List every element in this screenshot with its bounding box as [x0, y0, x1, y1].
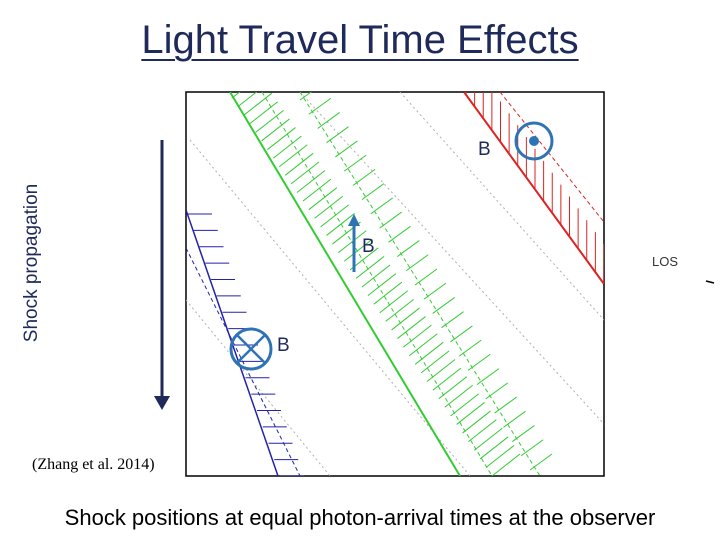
green-hatch-tick — [361, 264, 391, 288]
green-hatch-tick — [468, 419, 497, 443]
green-hatch-tick — [444, 384, 474, 408]
green-hatch-tick — [391, 307, 420, 331]
field-label-middle: B — [362, 236, 375, 257]
green-hatch-tick — [326, 213, 355, 236]
green-hatch-tick — [320, 204, 349, 228]
green-hatch-tick — [314, 195, 344, 219]
green-hatch-tick — [473, 427, 503, 451]
citation: (Zhang et al. 2014) — [32, 456, 155, 473]
green-hatch-tick — [338, 230, 367, 254]
green-hatch-tick — [367, 273, 397, 296]
green-hatch-tick — [426, 359, 456, 382]
green-hatch-tick — [261, 118, 290, 142]
green-hatch-tick — [450, 325, 473, 343]
green-hatch-tick — [231, 92, 241, 99]
green-hatch-tick — [494, 396, 517, 414]
shock-propagation-label: Shock propagation — [21, 183, 42, 343]
green-hatch — [231, 92, 553, 476]
green-hatch-tick — [414, 341, 444, 365]
caption: Shock positions at equal photon-arrival … — [64, 505, 656, 530]
los-label: LOS — [652, 254, 679, 269]
green-hatch-tick — [296, 170, 326, 193]
green-hatch-tick — [237, 92, 258, 107]
grey-guide-lines — [186, 92, 604, 476]
green-hatch-tick — [317, 112, 340, 129]
shock-propagation-arrow — [154, 140, 170, 410]
green-hatch-tick — [343, 154, 367, 172]
green-dashed-line-1 — [261, 92, 493, 476]
red-shock-front — [463, 92, 604, 285]
green-hatch-tick — [299, 92, 312, 101]
green-hatch-tick — [385, 298, 414, 322]
green-hatch-tick — [326, 126, 349, 144]
field-label-top: B — [478, 139, 491, 160]
green-shock-region — [229, 92, 553, 476]
red-hatch — [465, 92, 604, 284]
green-hatch-tick — [243, 92, 273, 116]
green-hatch-tick — [397, 316, 426, 339]
green-hatch-tick — [423, 282, 447, 300]
green-hatch-tick — [361, 183, 385, 201]
green-hatch-tick — [491, 453, 521, 476]
field-label-bottom: B — [277, 335, 290, 356]
green-hatch-tick — [403, 324, 432, 348]
plot-frame — [185, 91, 605, 477]
green-hatch-tick — [503, 410, 526, 428]
green-hatch-tick — [379, 290, 409, 314]
green-hatch-tick — [450, 393, 479, 417]
green-hatch-tick — [520, 439, 544, 457]
green-hatch-tick — [456, 402, 485, 425]
green-hatch-tick — [273, 135, 302, 159]
green-hatch-tick — [284, 152, 314, 176]
field-out-of-page-icon — [514, 121, 554, 161]
green-dashed-line-2 — [299, 92, 541, 476]
green-shock-front — [229, 92, 461, 476]
green-hatch-tick — [255, 109, 284, 133]
green-hatch-tick — [476, 368, 500, 386]
green-hatch-tick — [352, 168, 376, 186]
green-hatch-tick — [278, 144, 308, 168]
green-hatch-tick — [373, 281, 403, 305]
green-hatch-tick — [420, 350, 450, 374]
green-hatch-tick — [343, 238, 373, 262]
green-hatch-tick — [458, 339, 482, 357]
green-hatch-tick — [355, 256, 385, 279]
green-hatch-tick — [512, 425, 535, 442]
green-hatch-tick — [302, 178, 332, 202]
green-hatch-tick — [432, 367, 462, 391]
green-hatch-tick — [397, 240, 420, 257]
green-hatch-tick — [414, 268, 438, 286]
blue-dashed-line — [186, 247, 301, 476]
los-tick — [705, 280, 715, 284]
green-hatch-tick — [267, 127, 296, 150]
green-hatch-tick — [485, 382, 509, 400]
green-hatch-tick — [441, 311, 464, 329]
page-title: Light Travel Time Effects — [141, 18, 579, 62]
green-hatch-tick — [479, 436, 509, 460]
green-hatch-tick — [388, 225, 411, 243]
green-hatch-tick — [408, 333, 438, 357]
green-hatch-tick — [335, 140, 358, 158]
green-hatch-tick — [432, 297, 455, 314]
green-hatch-tick — [485, 445, 515, 468]
green-hatch-tick — [529, 453, 553, 471]
red-shock-region — [463, 92, 604, 285]
green-hatch-tick — [379, 211, 402, 229]
field-into-page-icon — [229, 327, 273, 371]
green-hatch-tick — [308, 97, 332, 115]
green-hatch-tick — [438, 376, 468, 400]
green-hatch-tick — [308, 187, 338, 211]
field-up-arrow-icon — [348, 214, 360, 272]
green-hatch-tick — [249, 101, 279, 125]
green-hatch-tick — [290, 161, 320, 185]
blue-hatch — [188, 213, 304, 476]
green-hatch-tick — [370, 197, 394, 215]
green-hatch-tick — [467, 353, 491, 371]
green-hatch-tick — [405, 254, 429, 272]
green-hatch-tick — [462, 410, 491, 434]
